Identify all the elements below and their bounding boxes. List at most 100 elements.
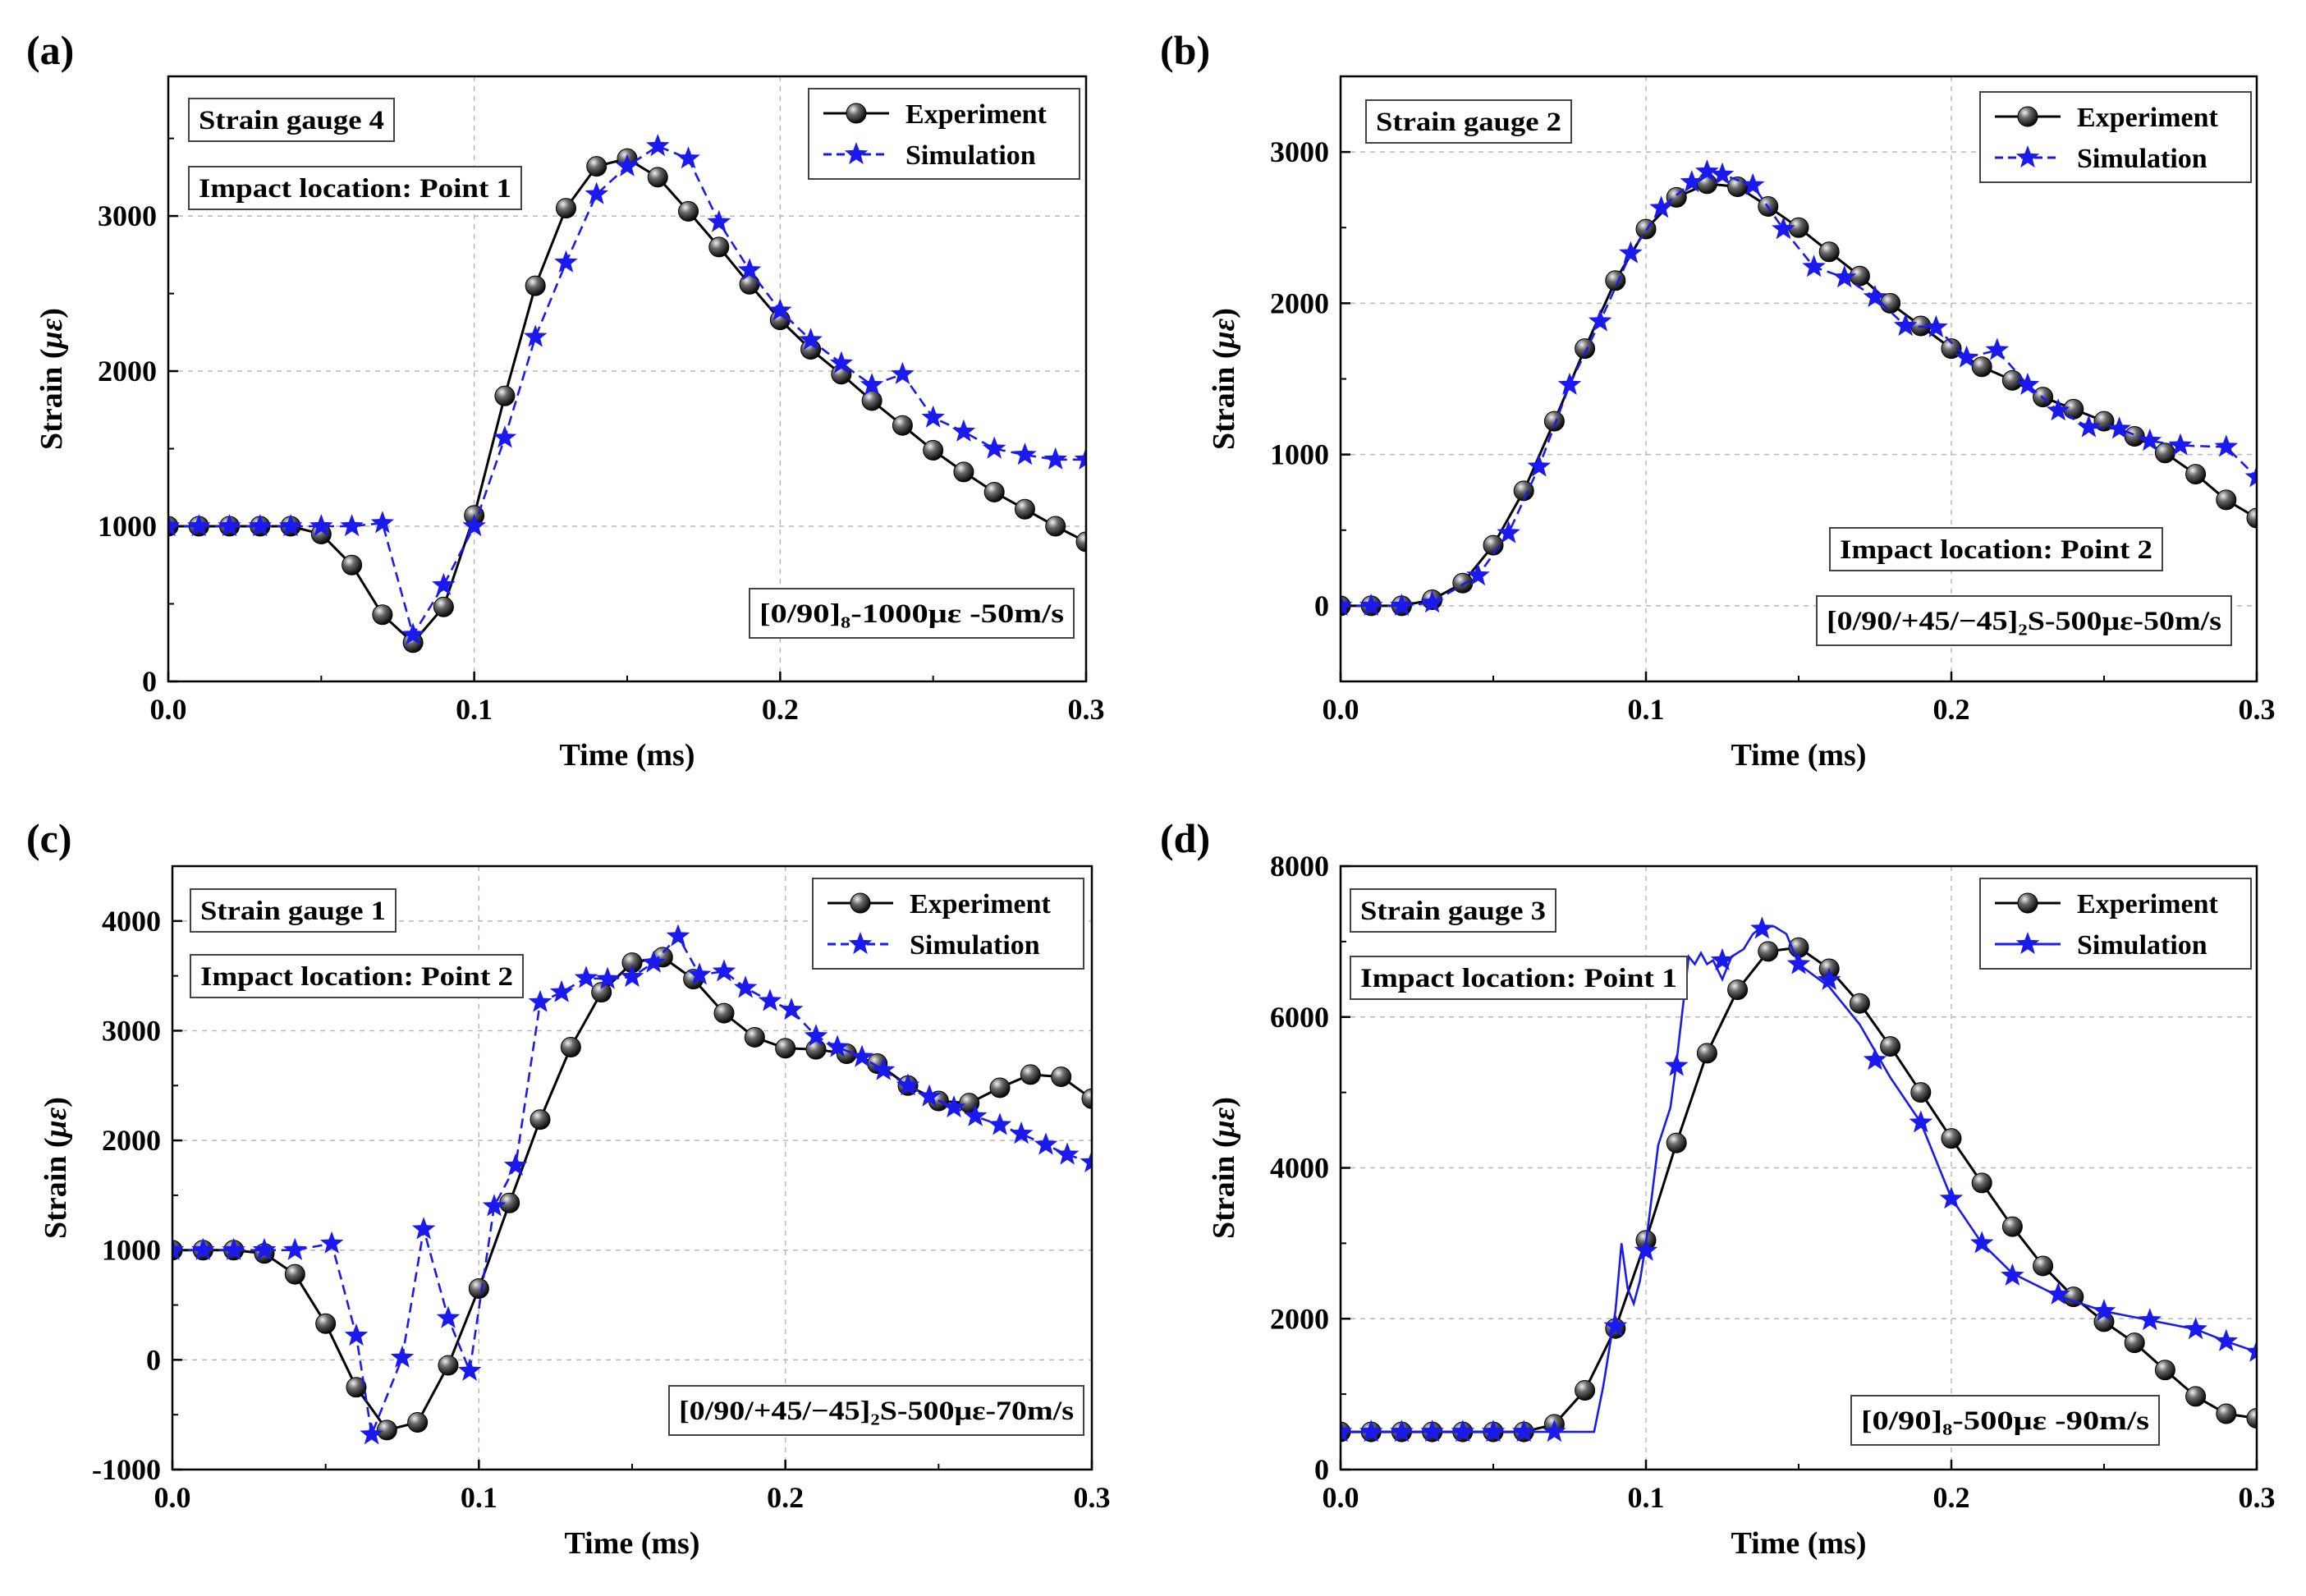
annotation-frame xyxy=(668,1385,1084,1436)
data-point xyxy=(315,1313,337,1334)
data-point xyxy=(1390,1419,1414,1442)
data-point xyxy=(737,258,762,281)
y-tick-label: 4000 xyxy=(102,905,161,938)
data-point xyxy=(493,425,517,448)
data-point xyxy=(248,514,273,537)
plot-area xyxy=(1341,159,2257,617)
annotation-text: Strain gauge 4 xyxy=(199,106,384,135)
annotation-box: Strain gauge 3 xyxy=(1350,888,1556,933)
x-tick-label: 0.3 xyxy=(2239,1481,2276,1514)
plot-frame xyxy=(1339,75,2258,683)
data-point xyxy=(1750,916,1774,939)
data-point xyxy=(523,324,548,347)
data-point xyxy=(1696,1043,1717,1064)
data-point xyxy=(278,514,303,537)
x-tick-label: 0.0 xyxy=(1323,1481,1359,1514)
data-point xyxy=(829,351,854,374)
legend-marker xyxy=(844,142,869,165)
legend-item-experiment: Experiment xyxy=(823,99,1048,130)
series-simulation xyxy=(1341,159,2257,616)
annotation-box: [0/90]₈-1000με -50m/s xyxy=(749,588,1075,639)
annotation-text: [0/90/+45/−45]₂S-500με-50m/s xyxy=(1827,607,2221,636)
data-point xyxy=(805,1039,827,1060)
data-point xyxy=(1451,1419,1475,1442)
data-point xyxy=(1341,1419,1353,1442)
data-point xyxy=(1664,1053,1689,1076)
y-tick-label: 3000 xyxy=(102,1014,161,1047)
data-point xyxy=(1045,516,1066,537)
data-point xyxy=(861,390,883,411)
data-point xyxy=(1863,1048,1887,1071)
data-point xyxy=(342,554,363,576)
data-point xyxy=(1055,1142,1080,1165)
annotation-text: Impact location: Point 1 xyxy=(199,174,511,204)
data-point xyxy=(549,979,574,1002)
y-tick-label: 2000 xyxy=(1270,1302,1329,1335)
data-point xyxy=(1880,1036,1901,1057)
data-point xyxy=(1557,372,1582,395)
data-point xyxy=(678,200,699,222)
data-point xyxy=(284,1264,305,1285)
data-point xyxy=(988,1112,1012,1135)
data-point xyxy=(1074,447,1086,470)
data-point xyxy=(1863,285,1887,308)
data-point xyxy=(2046,398,2070,421)
data-point xyxy=(825,1034,850,1057)
plot-frame xyxy=(1339,864,2258,1471)
data-point xyxy=(2001,1216,2023,1237)
data-point xyxy=(942,1095,966,1118)
data-point xyxy=(1605,270,1626,291)
data-point xyxy=(433,596,454,617)
annotation-text: [0/90/+45/−45]₂S-500με-70m/s xyxy=(679,1396,1074,1426)
data-point xyxy=(319,1231,344,1254)
data-point xyxy=(1420,590,1444,613)
data-point xyxy=(1971,1172,1992,1194)
data-point xyxy=(1939,1186,1964,1209)
annotation-text: Strain gauge 2 xyxy=(1376,108,1561,137)
x-tick-label: 0.3 xyxy=(2239,693,2276,726)
data-point xyxy=(595,966,620,989)
legend: Experiment Simulation xyxy=(1979,878,2252,970)
annotation-box: Impact location: Point 1 xyxy=(188,166,522,210)
data-point xyxy=(482,1194,507,1217)
data-point xyxy=(921,405,945,428)
data-point xyxy=(1466,563,1490,586)
legend-label: Simulation xyxy=(2077,144,2207,174)
legend-marker xyxy=(848,932,873,955)
data-point xyxy=(2244,465,2257,488)
data-point xyxy=(739,273,760,295)
data-point xyxy=(1710,947,1735,970)
panel-b: (b) 0.0 0.1 0.2 0.3 0 1000 2000 3000 Time (ms) Str… xyxy=(1160,27,2276,773)
y-axis-title: Strain (με) xyxy=(39,1097,73,1239)
series-simulation xyxy=(168,134,1086,645)
data-point xyxy=(1893,314,1918,337)
data-point xyxy=(574,965,598,988)
data-point xyxy=(953,461,974,483)
data-point xyxy=(1575,338,1596,360)
data-point xyxy=(1359,593,1383,616)
data-point xyxy=(1817,967,1841,990)
data-point xyxy=(376,1419,397,1441)
data-point xyxy=(1696,173,1717,195)
data-point xyxy=(555,198,576,219)
data-point xyxy=(586,156,607,177)
data-point xyxy=(989,1077,1011,1098)
annotation-frame xyxy=(190,954,524,998)
x-tick-label: 0.3 xyxy=(1074,1481,1111,1514)
y-tick-label: 2000 xyxy=(102,1124,161,1157)
data-point xyxy=(172,1237,185,1260)
legend-marker xyxy=(2017,892,2038,914)
series-simulation xyxy=(172,924,1092,1445)
data-point xyxy=(1619,241,1643,264)
panel-label: (b) xyxy=(1160,27,1210,73)
data-point xyxy=(871,1057,896,1080)
y-tick-label: 1000 xyxy=(102,1234,161,1267)
annotation-frame xyxy=(1829,527,2163,571)
data-point xyxy=(407,1412,429,1433)
data-point xyxy=(1740,172,1765,195)
annotation-box: Impact location: Point 2 xyxy=(190,954,524,998)
series-line xyxy=(168,157,1086,644)
data-point xyxy=(2216,1403,2237,1424)
data-point xyxy=(2154,1360,2175,1381)
annotation-frame xyxy=(1816,595,2232,646)
